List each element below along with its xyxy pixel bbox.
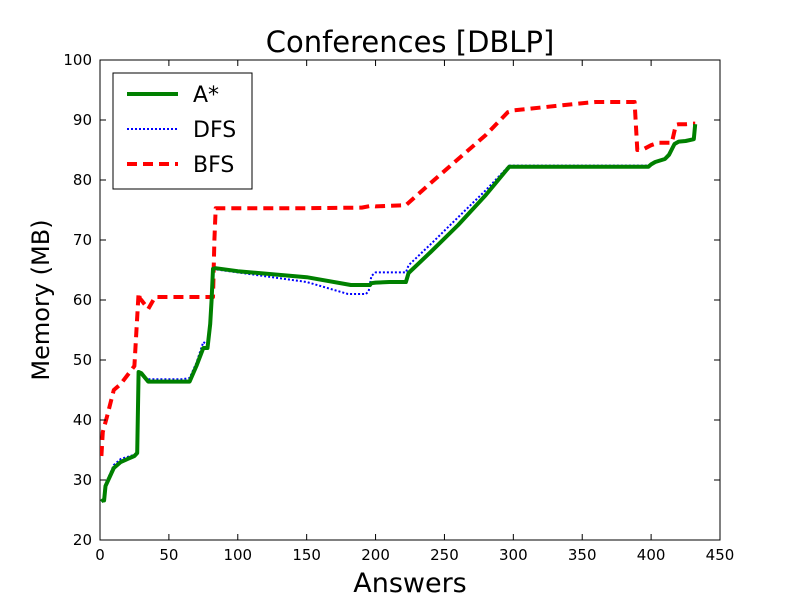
- y-tick-labels: 20 30 40 50 60 70 80 90 100: [63, 51, 92, 549]
- x-tick-label: 300: [499, 546, 528, 564]
- y-tick-label: 90: [73, 111, 92, 129]
- legend-label: DFS: [193, 118, 236, 143]
- y-tick-label: 30: [73, 471, 92, 489]
- y-tick-label: 100: [63, 51, 92, 69]
- x-tick-label: 100: [223, 546, 252, 564]
- series-line-astar: [100, 124, 698, 504]
- legend-label: BFS: [193, 153, 234, 178]
- y-tick-label: 80: [73, 171, 92, 189]
- x-axis-label: Answers: [353, 568, 467, 599]
- x-tick-label: 50: [159, 546, 178, 564]
- series-layer: [100, 100, 698, 504]
- chart-title: Conferences [DBLP]: [266, 25, 555, 59]
- legend-label: A*: [193, 83, 219, 108]
- legend: A* DFS BFS: [112, 72, 253, 190]
- y-tick-label: 40: [73, 411, 92, 429]
- y-axis: 20 30 40 50 60 70 80 90 100 Memory (MB): [27, 51, 92, 549]
- x-tick-labels: 0 50 100 150 200 250 300 350 400 450: [95, 546, 734, 564]
- x-tick-label: 200: [361, 546, 390, 564]
- y-axis-label: Memory (MB): [27, 219, 55, 380]
- x-tick-label: 400: [637, 546, 666, 564]
- series-line-bfs: [100, 100, 696, 457]
- x-tick-label: 450: [706, 546, 735, 564]
- x-tick-label: 350: [568, 546, 597, 564]
- y-tick-label: 20: [73, 531, 92, 549]
- ticks-layer: [99, 59, 721, 541]
- x-tick-label: 0: [95, 546, 105, 564]
- y-tick-label: 50: [73, 351, 92, 369]
- x-axis: 0 50 100 150 200 250 300 350 400 450 Answers: [95, 546, 734, 599]
- y-tick-label: 70: [73, 231, 92, 249]
- x-tick-label: 250: [430, 546, 459, 564]
- y-tick-label: 60: [73, 291, 92, 309]
- x-tick-label: 150: [292, 546, 321, 564]
